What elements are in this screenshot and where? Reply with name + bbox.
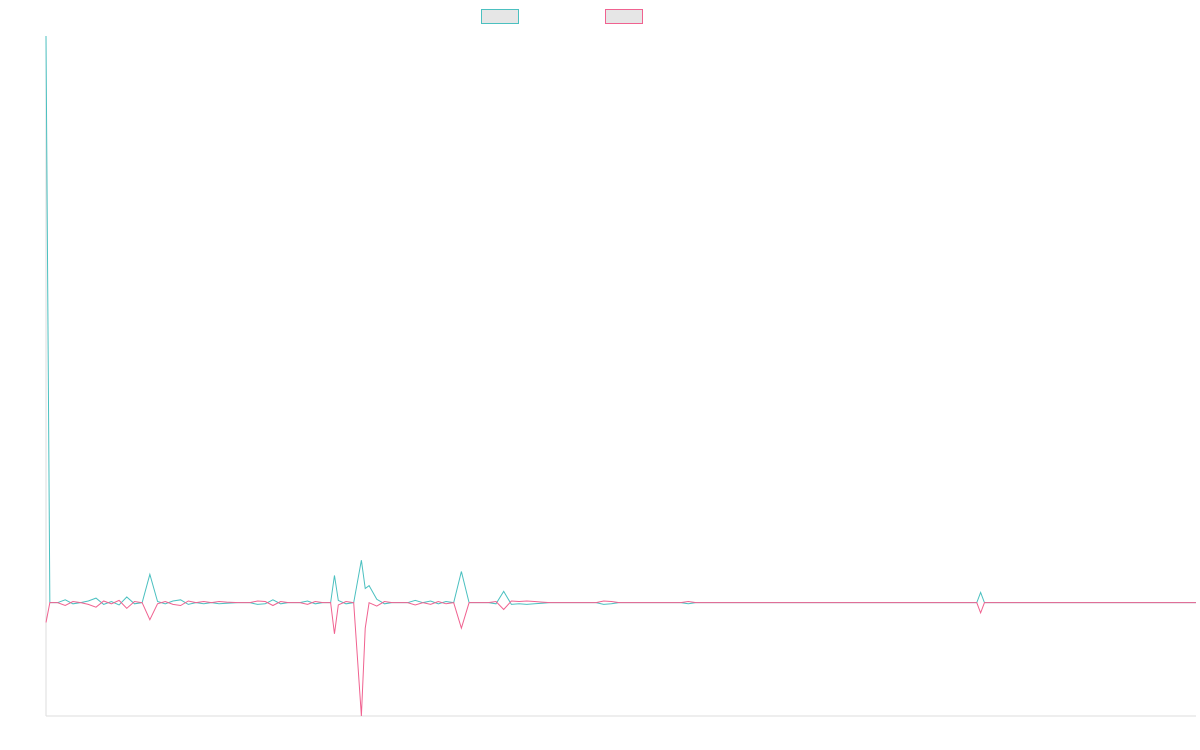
legend-swatch-series-2 bbox=[605, 9, 643, 24]
series-line-2 bbox=[45, 599, 1196, 717]
series-layer bbox=[45, 35, 1196, 717]
legend-swatch-series-1 bbox=[481, 9, 519, 24]
axes bbox=[45, 36, 1196, 717]
series-line-1 bbox=[45, 35, 1196, 606]
